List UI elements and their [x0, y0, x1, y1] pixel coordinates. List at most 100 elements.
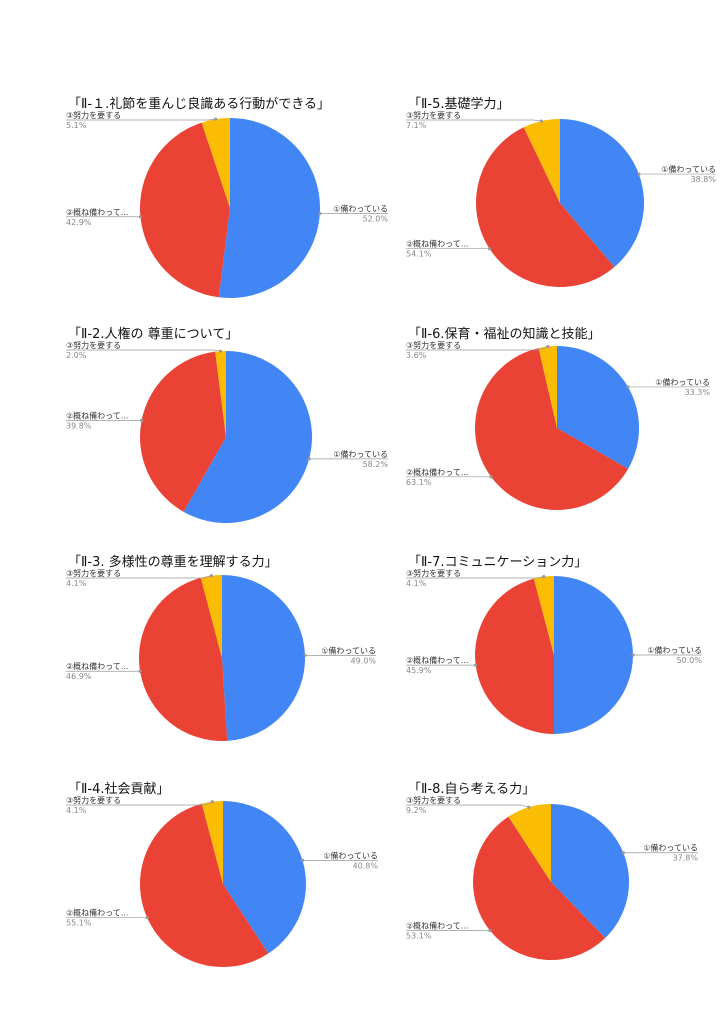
chart-title: 「Ⅱ-8.自ら考える力」: [408, 782, 536, 797]
slice-label-value: 46.9%: [66, 672, 92, 681]
slice-label-value: 7.1%: [406, 121, 427, 130]
slice-label-name: ②概ね備わって...: [66, 207, 128, 217]
slice-doryoku: [508, 804, 551, 882]
chart-title: 「Ⅱ-5.基礎学力」: [408, 97, 510, 112]
slice-sonawatteiru: [222, 575, 306, 741]
slice-doryoku: [201, 118, 230, 208]
slice-label-value: 9.2%: [406, 806, 427, 815]
leader-dot: [488, 929, 492, 933]
slice-label-name: ②概ね備わって...: [406, 921, 468, 931]
leader-dot: [138, 215, 143, 219]
slice-sonawatteiru: [560, 119, 645, 268]
leader-dot: [300, 858, 305, 862]
slice-label-name: ②概ね備わって...: [406, 239, 468, 249]
slice-label-name: ①備わっている: [333, 449, 388, 459]
slice-sonawatteiru: [218, 118, 321, 298]
pie-chart-7: 「Ⅱ-4.社会貢献」 ①備わっている 40.8% ②概ね備わって... 55.1% ③努力…: [58, 775, 398, 990]
slice-label-name: ②概ね備わって...: [66, 410, 128, 420]
slice-label-value: 49.0%: [351, 656, 377, 665]
slice-label-value: 4.1%: [406, 579, 427, 588]
slice-gaine-sonawatte: [139, 122, 230, 298]
slice-label-name: ②概ね備わって...: [66, 661, 128, 671]
slice-gaine-sonawatte: [140, 351, 226, 512]
slice-label-name: ③努力を要する: [406, 568, 461, 578]
slice-label-name: ③努力を要する: [66, 110, 121, 120]
slice-label-value: 3.6%: [406, 351, 427, 360]
slice-label-name: ③努力を要する: [406, 340, 461, 350]
leader-dot: [621, 851, 625, 855]
slice-label-name: ③努力を要する: [66, 795, 121, 805]
pie-chart-2: 「Ⅱ-5.基礎学力」 ①備わっている 38.8% ②概ね備わって... 54.1% ③努力…: [398, 90, 720, 305]
pie-chart-3: 「Ⅱ-2.人権の 尊重について」 ①備わっている 58.2% ②概ね備わって... 39…: [58, 320, 398, 535]
pie-chart-1: 「Ⅱ-１.礼節を重んじ良識ある行動ができる」 ①備わっている 52.0% ②概ね備わっ…: [58, 90, 398, 305]
slice-label-value: 4.1%: [66, 579, 87, 588]
slice-sonawatteiru: [183, 351, 312, 523]
slice-label-name: ①備わっている: [321, 645, 376, 655]
slice-doryoku: [215, 351, 226, 437]
slice-label-value: 5.1%: [66, 121, 87, 130]
slice-label-name: ②概ね備わって...: [406, 655, 468, 665]
slice-doryoku: [538, 346, 557, 428]
slice-sonawatteiru: [554, 576, 633, 734]
slice-label-value: 40.8%: [353, 861, 379, 870]
leader-dot: [489, 475, 493, 479]
pie-chart-8: 「Ⅱ-8.自ら考える力」 ①備わっている 37.8% ②概ね備わって... 53.1% ③…: [398, 775, 720, 990]
chart-title: 「Ⅱ-3. 多様性の尊重を理解する力」: [68, 555, 278, 570]
leader-dot: [542, 575, 546, 579]
slice-label-name: ①備わっている: [323, 850, 378, 860]
leader-line: [66, 575, 212, 579]
slice-label-name: ②概ね備わって...: [66, 908, 128, 918]
leader-dot: [303, 653, 307, 657]
slice-label-value: 37.8%: [673, 854, 699, 863]
slice-doryoku: [533, 576, 554, 655]
chart-title: 「Ⅱ-6.保育・福祉の知識と技能」: [408, 327, 601, 342]
slice-label-name: ③努力を要する: [406, 110, 461, 120]
leader-line: [406, 804, 529, 808]
chart-title: 「Ⅱ-１.礼節を重んじ良識ある行動ができる」: [68, 97, 330, 112]
leader-line: [66, 118, 216, 121]
slice-sonawatteiru: [557, 346, 639, 469]
pie-chart-6: 「Ⅱ-7.コミュニケーション力」 ①備わっている 50.0% ②概ね備わって... 45…: [398, 548, 720, 763]
leader-line: [66, 801, 213, 806]
slice-label-name: ①備わっている: [655, 377, 710, 387]
slice-label-name: ②概ね備わって...: [406, 467, 468, 477]
slice-gaine-sonawatte: [475, 578, 554, 734]
slice-label-value: 50.0%: [677, 656, 703, 665]
slice-label-value: 52.0%: [363, 215, 389, 224]
slice-gaine-sonawatte: [474, 348, 629, 511]
pie-chart-4: 「Ⅱ-6.保育・福祉の知識と技能」 ①備わっている 33.3% ②概ね備わって... 6…: [398, 320, 720, 535]
slice-label-value: 38.8%: [691, 175, 717, 184]
slice-label-name: ③努力を要する: [66, 568, 121, 578]
slice-label-value: 33.3%: [685, 388, 711, 397]
slice-doryoku: [201, 801, 223, 884]
slice-label-name: ③努力を要する: [66, 340, 121, 350]
leader-dot: [307, 457, 311, 461]
slice-label-value: 55.1%: [66, 919, 92, 928]
slice-label-name: ①備わっている: [643, 843, 698, 853]
slice-doryoku: [523, 119, 560, 203]
slice-label-value: 39.8%: [66, 421, 92, 430]
slice-label-value: 63.1%: [406, 478, 432, 487]
leader-line: [406, 346, 548, 351]
slice-label-value: 53.1%: [406, 932, 432, 941]
pie-chart-5: 「Ⅱ-3. 多様性の尊重を理解する力」 ①備わっている 49.0% ②概ね備わって..…: [58, 548, 398, 763]
slice-gaine-sonawatte: [139, 803, 269, 968]
slice-label-value: 45.9%: [406, 666, 432, 675]
slice-sonawatteiru: [551, 804, 630, 939]
slice-gaine-sonawatte: [473, 816, 606, 960]
slice-doryoku: [200, 575, 222, 658]
slice-label-name: ①備わっている: [647, 645, 702, 655]
slice-label-name: ③努力を要する: [406, 795, 461, 805]
slice-sonawatteiru: [223, 801, 306, 954]
slice-label-value: 58.2%: [363, 460, 389, 469]
slice-label-name: ①備わっている: [333, 204, 388, 214]
slice-label-value: 2.0%: [66, 351, 87, 360]
slice-label-name: ①備わっている: [661, 164, 716, 174]
leader-line: [406, 119, 542, 122]
